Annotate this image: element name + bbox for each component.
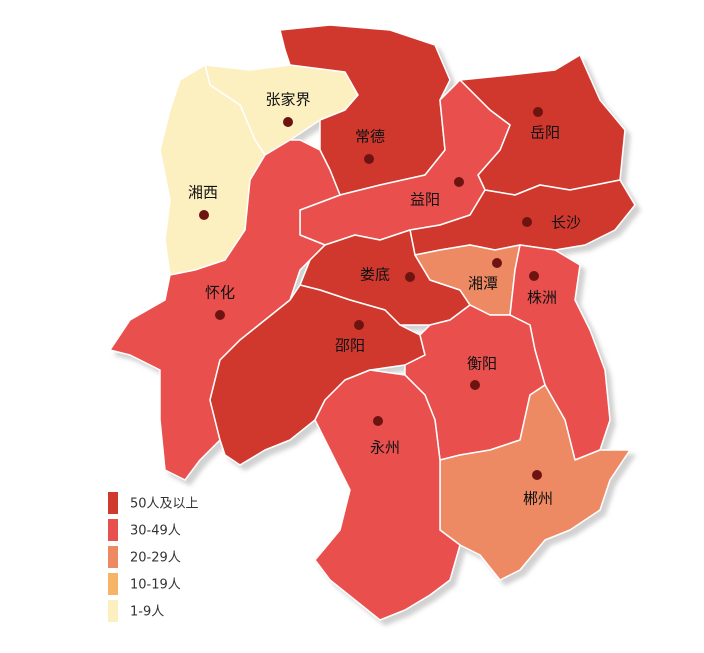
legend-swatch: [108, 600, 118, 622]
legend-label: 20-29人: [130, 551, 181, 566]
region: [314, 369, 461, 621]
city-dot: [373, 416, 383, 426]
region-label: 永州: [370, 439, 400, 457]
city-dot: [529, 271, 539, 281]
city-dot: [283, 117, 293, 127]
region-label: 张家界: [265, 91, 310, 109]
region-layer: [109, 24, 636, 621]
legend-label: 50人及以上: [130, 497, 199, 512]
region-label: 株洲: [527, 289, 557, 307]
region: [439, 384, 631, 581]
region-label: 衡阳: [467, 355, 497, 373]
city-dot: [532, 470, 542, 480]
city-dot: [364, 154, 374, 164]
legend-swatch: [108, 573, 118, 595]
city-dot: [354, 320, 364, 330]
city-dot: [405, 272, 415, 282]
legend-swatch: [108, 546, 118, 568]
region-label: 长沙: [551, 214, 581, 232]
region-label: 郴州: [523, 490, 553, 508]
region-label: 娄底: [360, 266, 390, 284]
city-dot: [492, 258, 502, 268]
label-layer: 张家界湘西 常德 岳阳益阳长沙怀化 娄底湘潭株洲邵阳衡阳郴州 永州: [188, 91, 581, 508]
region-label: 常德: [355, 128, 385, 146]
city-dot: [533, 107, 543, 117]
legend-swatch: [108, 519, 118, 541]
city-dot: [215, 310, 225, 320]
region-label: 邵阳: [335, 337, 365, 355]
region-label: 湘潭: [468, 275, 498, 293]
city-dot: [199, 210, 209, 220]
legend-swatch: [108, 492, 118, 514]
city-dot: [454, 177, 464, 187]
region-label: 岳阳: [530, 124, 560, 142]
legend: 50人及以上 30-49人 20-29人 10-19人 1-9人: [108, 492, 199, 622]
region-label: 益阳: [410, 191, 440, 209]
city-dot: [470, 380, 480, 390]
legend-label: 10-19人: [130, 578, 181, 593]
region-label: 怀化: [205, 284, 235, 302]
legend-label: 30-49人: [130, 524, 181, 539]
region: [109, 139, 341, 481]
region-label: 湘西: [188, 184, 218, 202]
city-dot: [522, 217, 532, 227]
legend-label: 1-9人: [130, 605, 164, 620]
